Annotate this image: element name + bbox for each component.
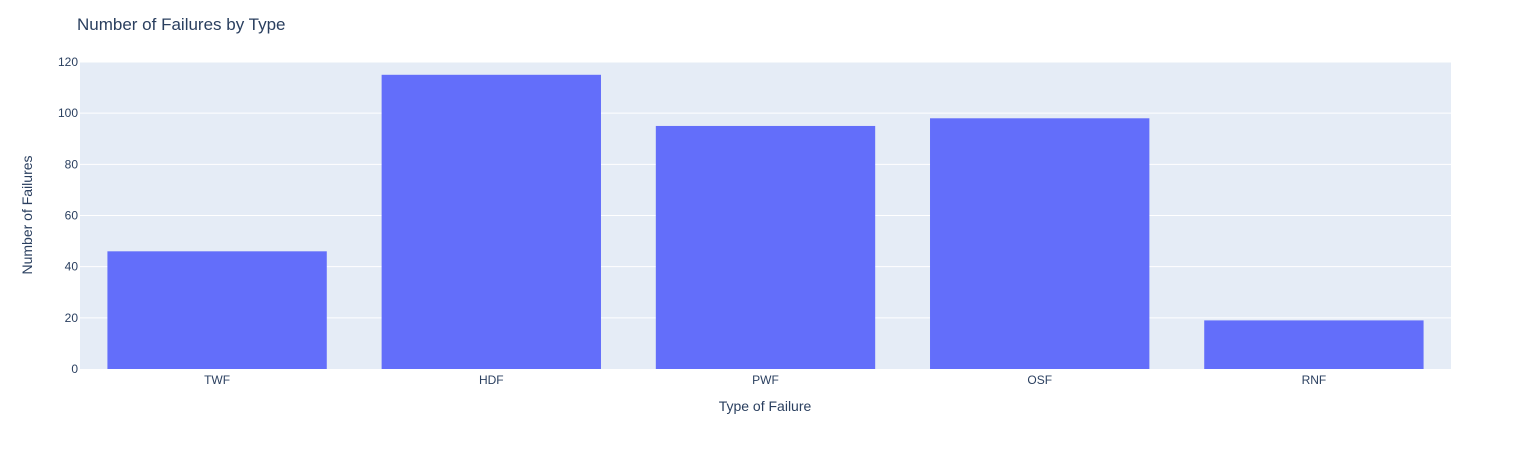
- bars: [107, 74, 1424, 370]
- bar-hdf[interactable]: [381, 74, 601, 370]
- y-tick-label: 100: [58, 106, 78, 120]
- chart-title: Number of Failures by Type: [77, 15, 286, 34]
- y-tick-label: 20: [65, 311, 79, 325]
- x-tick-label: HDF: [479, 373, 504, 387]
- y-axis-ticks: 0 20 40 60 80 100 120: [58, 55, 78, 376]
- bar-pwf[interactable]: [655, 125, 876, 369]
- bar-twf[interactable]: [107, 251, 327, 369]
- y-tick-label: 0: [71, 362, 78, 376]
- bar-rnf[interactable]: [1204, 320, 1424, 369]
- x-axis-ticks: TWF HDF PWF OSF RNF: [204, 373, 1326, 387]
- y-tick-label: 60: [65, 209, 79, 223]
- y-tick-label: 40: [65, 260, 79, 274]
- x-tick-label: PWF: [752, 373, 779, 387]
- y-tick-label: 120: [58, 55, 78, 69]
- y-axis-label: Number of Failures: [19, 155, 35, 274]
- x-tick-label: TWF: [204, 373, 230, 387]
- x-tick-label: RNF: [1302, 373, 1327, 387]
- bar-osf[interactable]: [930, 118, 1150, 370]
- x-tick-label: OSF: [1027, 373, 1052, 387]
- y-tick-label: 80: [65, 157, 79, 171]
- x-axis-label: Type of Failure: [719, 398, 812, 414]
